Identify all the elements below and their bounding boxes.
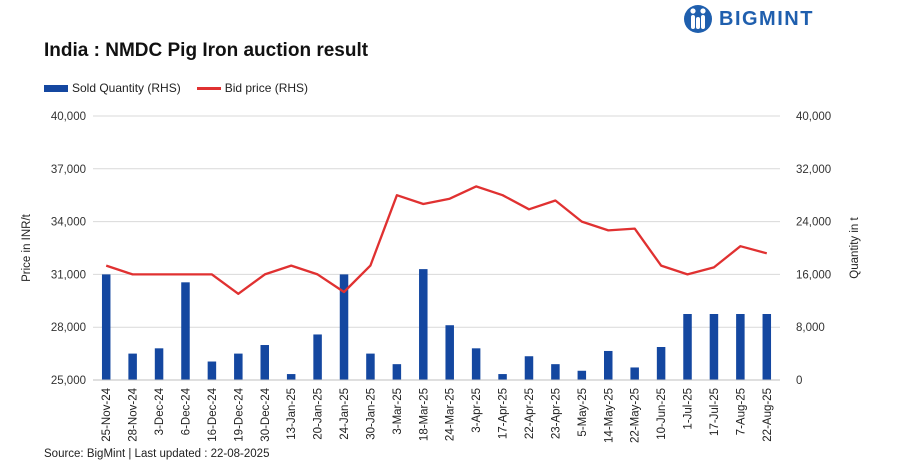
bar-sold-quantity: [234, 353, 243, 380]
x-tick-label: 17-Apr-25: [498, 388, 510, 439]
legend-bar-swatch: [44, 84, 68, 92]
x-tick-label: 19-Dec-24: [233, 387, 245, 441]
y-right-tick-label: 8,000: [796, 322, 825, 334]
y-left-tick-label: 25,000: [51, 375, 86, 387]
x-tick-label: 13-Jan-25: [286, 388, 298, 440]
x-tick-label: 10-Jun-25: [656, 388, 668, 440]
bar-sold-quantity: [366, 353, 375, 380]
x-tick-label: 28-Nov-24: [128, 387, 140, 441]
bar-sold-quantity: [154, 348, 164, 380]
x-tick-label: 23-Apr-25: [550, 388, 562, 439]
x-tick-label: 14-May-25: [603, 388, 615, 443]
x-tick-label: 3-Mar-25: [392, 388, 404, 435]
y-right-tick-label: 16,000: [796, 269, 831, 281]
legend-item-bid-price: Bid price (RHS): [196, 81, 309, 95]
y-right-tick-label: 24,000: [796, 217, 831, 229]
y-left-tick-label: 40,000: [51, 111, 86, 123]
bar-sold-quantity: [524, 356, 534, 380]
bar-sold-quantity: [207, 361, 217, 380]
y-left-tick-label: 31,000: [51, 269, 86, 281]
brand-name: BIGMINT: [719, 7, 814, 30]
legend-label-bid-price: Bid price (RHS): [224, 81, 309, 95]
y-left-tick-label: 34,000: [51, 217, 86, 229]
bigmint-logo-icon: [684, 5, 712, 33]
x-tick-label: 20-Jan-25: [313, 388, 325, 440]
legend-label-sold-quantity: Sold Quantity (RHS): [72, 81, 181, 95]
chart-title: India : NMDC Pig Iron auction result: [44, 40, 369, 61]
bar-sold-quantity: [736, 314, 745, 380]
x-tick-label: 7-Aug-25: [735, 388, 747, 435]
line-bid-price: [105, 185, 768, 295]
x-tick-label: 18-Mar-25: [418, 388, 430, 441]
bar-sold-quantity: [181, 282, 190, 380]
bar-sold-quantity: [445, 325, 454, 380]
bar-sold-quantity: [471, 348, 481, 380]
x-tick-label: 24-Jan-25: [339, 388, 351, 440]
x-tick-label: 30-Dec-24: [260, 387, 272, 441]
x-tick-label: 1-Jul-25: [683, 388, 695, 430]
bigmint-logo: BIGMINT: [683, 2, 814, 36]
x-tick-label: 17-Jul-25: [709, 388, 721, 436]
x-tick-label: 3-Apr-25: [471, 388, 483, 433]
y-left-tick-label: 28,000: [51, 322, 86, 334]
bar-sold-quantity: [604, 350, 613, 380]
chart-legend: Sold Quantity (RHS) Bid price (RHS): [44, 81, 324, 95]
bar-sold-quantity: [551, 364, 560, 380]
x-tick-label: 3-Dec-24: [154, 387, 166, 435]
bar-sold-quantity: [260, 345, 269, 380]
x-tick-label: 5-May-25: [577, 388, 589, 437]
y-right-tick-label: 32,000: [796, 164, 831, 176]
bar-sold-quantity: [498, 374, 507, 380]
bar-sold-quantity: [286, 374, 296, 380]
legend-item-sold-quantity: Sold Quantity (RHS): [44, 81, 181, 95]
y-left-axis-title: Price in INR/t: [21, 213, 33, 282]
bar-sold-quantity: [709, 314, 719, 380]
bar-sold-quantity: [313, 334, 322, 380]
legend-line-swatch: [196, 86, 221, 90]
x-tick-label: 6-Dec-24: [180, 387, 192, 435]
y-right-tick-label: 0: [796, 375, 802, 387]
x-tick-label: 16-Dec-24: [207, 387, 219, 441]
bar-sold-quantity: [683, 314, 692, 380]
x-tick-label: 22-Apr-25: [524, 388, 536, 439]
x-tick-label: 22-May-25: [630, 388, 642, 443]
bar-sold-quantity: [128, 353, 137, 380]
y-right-tick-label: 40,000: [796, 111, 831, 123]
bar-sold-quantity: [762, 314, 772, 380]
bar-sold-quantity: [656, 347, 666, 380]
bar-sold-quantity: [392, 364, 402, 380]
x-tick-label: 24-Mar-25: [445, 388, 457, 441]
bar-sold-quantity: [630, 367, 639, 380]
bar-sold-quantity: [419, 269, 428, 380]
bar-sold-quantity: [339, 274, 349, 380]
bar-sold-quantity: [577, 370, 587, 380]
y-right-axis-title: Quantity in t: [849, 217, 861, 279]
bar-sold-quantity: [101, 274, 111, 380]
x-tick-label: 25-Nov-24: [101, 387, 113, 441]
source-note: Source: BigMint | Last updated : 22-08-2…: [44, 448, 270, 460]
x-tick-label: 22-Aug-25: [762, 388, 774, 442]
y-left-tick-label: 37,000: [51, 164, 86, 176]
x-tick-label: 30-Jan-25: [365, 388, 377, 440]
